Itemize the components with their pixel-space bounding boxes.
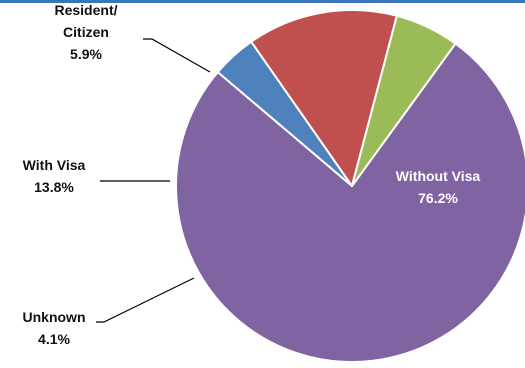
pie-slice-without-visa	[175, 42, 525, 363]
data-label-category: Citizen	[63, 24, 109, 40]
data-label-value: 4.1%	[38, 331, 70, 347]
pie-slices	[175, 9, 525, 363]
leader-line-unknown	[96, 277, 195, 323]
leader-line-resident-citizen	[143, 38, 211, 73]
data-label-without-visa: Without Visa 76.2%	[396, 168, 481, 206]
data-label-category: With Visa	[23, 157, 86, 173]
data-label-category: Unknown	[23, 309, 86, 325]
slice-labels: Without Visa 76.2% Unknown 4.1% With Visa 13.…	[23, 2, 481, 347]
data-label-value: 76.2%	[418, 190, 458, 206]
data-label-with-visa: With Visa 13.8%	[23, 157, 86, 195]
data-label-resident-citizen: Resident/Citizen 5.9%	[54, 2, 117, 62]
data-label-value: 5.9%	[70, 46, 102, 62]
top-accent-bar	[0, 0, 525, 3]
pie-slice-resident-citizen	[351, 14, 457, 187]
data-label-unknown: Unknown 4.1%	[23, 309, 86, 347]
leader-lines	[96, 38, 211, 323]
data-label-category: Resident/	[54, 2, 117, 18]
data-label-value: 13.8%	[34, 179, 74, 195]
pie-slice-with-visa	[250, 9, 398, 187]
data-label-category: Without Visa	[396, 168, 481, 184]
